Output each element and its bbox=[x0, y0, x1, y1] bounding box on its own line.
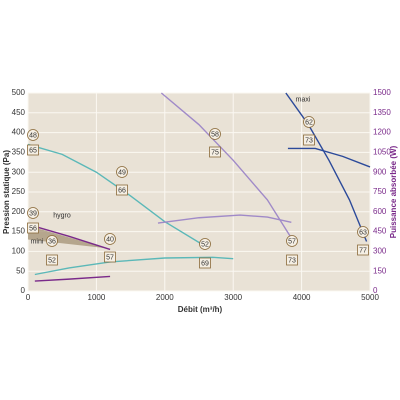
y2-tick-label: 0 bbox=[373, 286, 378, 295]
annotation-label: maxi bbox=[296, 96, 311, 103]
annotation-circle bbox=[46, 235, 58, 247]
y-tick-label: 200 bbox=[12, 207, 26, 216]
annotation-label: 62 bbox=[305, 119, 313, 126]
y2-tick-label: 450 bbox=[373, 227, 387, 236]
annotation-label: 36 bbox=[48, 238, 56, 245]
y-tick-label: 500 bbox=[12, 88, 26, 97]
annotation-label: 39 bbox=[29, 210, 37, 217]
curve bbox=[27, 223, 111, 251]
x-tick-label: 3000 bbox=[224, 293, 242, 302]
y-tick-label: 350 bbox=[12, 148, 26, 157]
annotation-box bbox=[27, 222, 39, 234]
y2-tick-label: 1200 bbox=[373, 128, 391, 137]
annotation-label: 48 bbox=[29, 132, 37, 139]
annotation-label: mini bbox=[31, 238, 44, 245]
curve bbox=[34, 256, 234, 276]
annotation-label: 66 bbox=[118, 187, 126, 194]
y-tick-label: 250 bbox=[12, 187, 26, 196]
y2-tick-label: 300 bbox=[373, 247, 387, 256]
zone bbox=[28, 225, 107, 249]
annotation-circle bbox=[104, 233, 116, 245]
x-axis-title: Débit (m³/h) bbox=[178, 305, 223, 314]
x-tick-label: 5000 bbox=[361, 293, 379, 302]
x-tick-label: 4000 bbox=[293, 293, 311, 302]
annotation-label: 65 bbox=[29, 147, 37, 154]
y2-axis-title: Puissance absorbée (W) bbox=[389, 145, 398, 238]
x-tick-label: 0 bbox=[26, 293, 31, 302]
annotation-box bbox=[104, 251, 116, 263]
curve bbox=[34, 275, 111, 282]
y2-tick-label: 150 bbox=[373, 266, 387, 275]
annotation-label: 63 bbox=[359, 229, 367, 236]
curve bbox=[160, 92, 296, 244]
y2-tick-label: 900 bbox=[373, 167, 387, 176]
annotation-box bbox=[286, 254, 298, 266]
y-tick-label: 450 bbox=[12, 108, 26, 117]
y-tick-label: 100 bbox=[12, 247, 26, 256]
annotation-circle bbox=[27, 129, 39, 141]
curve bbox=[27, 143, 207, 248]
y2-tick-label: 1500 bbox=[373, 88, 391, 97]
annotation-box bbox=[199, 257, 211, 269]
annotation-label: 73 bbox=[305, 137, 313, 144]
annotation-label: 49 bbox=[118, 169, 126, 176]
x-tick-label: 2000 bbox=[156, 293, 174, 302]
y-axis-title: Pression statique (Pa) bbox=[2, 150, 11, 234]
y2-tick-label: 1050 bbox=[373, 148, 391, 157]
annotation-circle bbox=[303, 116, 315, 128]
annotation-circle bbox=[357, 226, 369, 238]
y-tick-label: 150 bbox=[12, 227, 26, 236]
y-tick-label: 400 bbox=[12, 128, 26, 137]
annotation-box bbox=[27, 144, 39, 156]
y-tick-label: 0 bbox=[21, 286, 26, 295]
y2-tick-label: 750 bbox=[373, 187, 387, 196]
annotation-circle bbox=[199, 238, 211, 250]
y2-tick-label: 1350 bbox=[373, 108, 391, 117]
annotation-label: 52 bbox=[48, 257, 56, 264]
annotation-label: 57 bbox=[288, 238, 296, 245]
annotation-label: 69 bbox=[201, 260, 209, 267]
annotation-label: 75 bbox=[211, 149, 219, 156]
annotation-circle bbox=[27, 207, 39, 219]
annotation-label: 52 bbox=[201, 241, 209, 248]
y2-tick-label: 600 bbox=[373, 207, 387, 216]
annotation-label: 58 bbox=[211, 131, 219, 138]
annotation-circle bbox=[116, 166, 128, 178]
annotation-label: 40 bbox=[106, 236, 114, 243]
annotation-label: 73 bbox=[288, 257, 296, 264]
annotation-circle bbox=[286, 235, 298, 247]
annotation-box bbox=[116, 184, 128, 196]
annotation-box bbox=[46, 254, 58, 266]
annotation-box bbox=[357, 244, 369, 256]
annotation-label: 57 bbox=[106, 254, 114, 261]
annotation-label: 56 bbox=[29, 225, 37, 232]
x-tick-label: 1000 bbox=[88, 293, 106, 302]
annotation-box bbox=[209, 146, 221, 158]
y-tick-label: 50 bbox=[16, 266, 25, 275]
y-tick-label: 300 bbox=[12, 167, 26, 176]
annotation-label: hygro bbox=[53, 212, 71, 219]
curve bbox=[285, 92, 368, 242]
annotation-circle bbox=[209, 128, 221, 140]
annotation-label: 77 bbox=[359, 247, 367, 254]
curve bbox=[157, 214, 292, 224]
curve bbox=[287, 147, 371, 168]
annotation-box bbox=[303, 134, 315, 146]
